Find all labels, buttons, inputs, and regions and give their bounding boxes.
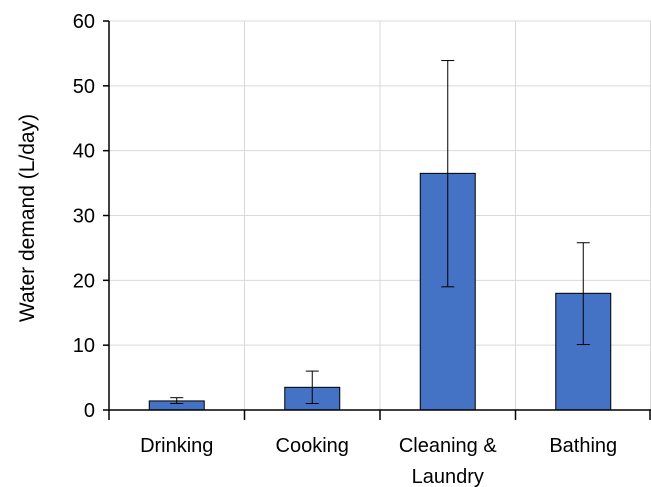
axes [103, 20, 651, 420]
x-tick-label-line: Laundry [412, 466, 484, 487]
x-tick-label-line: Cooking [276, 435, 349, 457]
y-tick-label: 40 [73, 141, 95, 163]
x-tick-label-line: Drinking [140, 435, 213, 457]
x-tick-label: Bathing [549, 435, 617, 457]
y-axis-title: Water demand (L/day) [16, 114, 39, 322]
x-tick-label: Cleaning & Laundry [399, 435, 498, 487]
x-tick-label-line: Cleaning & [399, 435, 498, 457]
x-tick-label: Cooking [276, 435, 349, 457]
y-tick-labels: 0 10 20 30 40 50 60 [73, 11, 95, 422]
error-bars [170, 60, 590, 405]
y-tick-label: 20 [73, 270, 95, 292]
y-tick-label: 0 [84, 400, 95, 422]
x-tick-label-line: Bathing [549, 435, 617, 457]
x-tick-labels: Drinking Cooking Cleaning & Laundry Bathing [140, 435, 617, 487]
y-tick-label: 50 [73, 76, 95, 98]
x-tick-label: Drinking [140, 435, 213, 457]
y-tick-label: 30 [73, 206, 95, 228]
y-tick-label: 60 [73, 11, 95, 33]
y-tick-label: 10 [73, 335, 95, 357]
